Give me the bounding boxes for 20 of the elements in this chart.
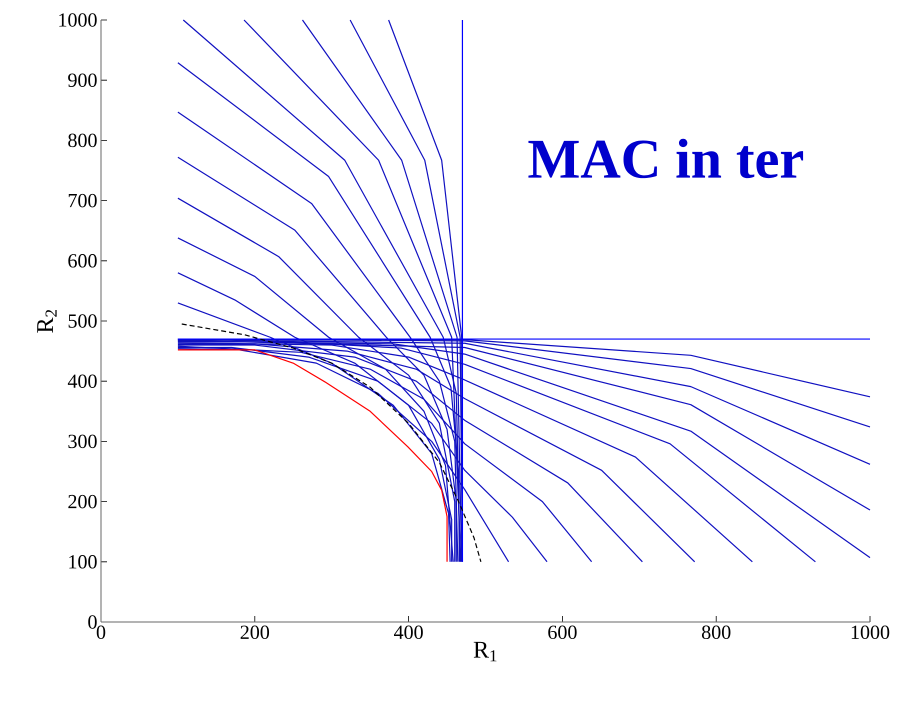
x-tick-label: 1000 xyxy=(852,626,890,640)
y-tick-label: 400 xyxy=(68,374,97,388)
x-tick-label: 200 xyxy=(240,626,270,640)
y-tick-label: 900 xyxy=(68,73,97,87)
y-tick-label: 300 xyxy=(68,434,97,448)
y-tick-label: 800 xyxy=(68,134,97,148)
x-tick-label: 400 xyxy=(394,626,423,640)
x-axis-title: R$_{1}$ xyxy=(474,642,496,662)
x-tick-label: 600 xyxy=(548,626,577,640)
y-tick-label: 600 xyxy=(68,254,97,268)
y-tick-label: 500 xyxy=(68,314,97,328)
y-axis-title: R$_{2}$ xyxy=(37,310,57,333)
y-tick-label: 700 xyxy=(68,194,97,208)
y-tick-label: 100 xyxy=(69,555,97,569)
annotation: MAC in ter xyxy=(528,138,804,178)
x-tick-label: 0 xyxy=(96,626,106,640)
y-tick-label: 200 xyxy=(68,494,97,508)
y-tick-label: 0 xyxy=(88,615,97,629)
x-tick-label: 800 xyxy=(702,626,730,640)
y-tick-label: 1000 xyxy=(59,13,97,27)
